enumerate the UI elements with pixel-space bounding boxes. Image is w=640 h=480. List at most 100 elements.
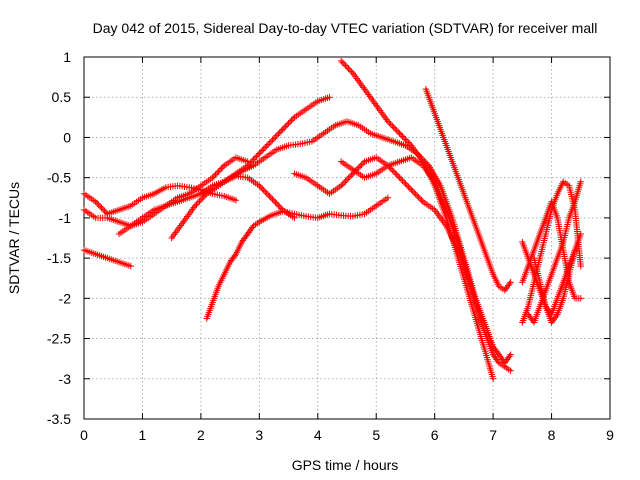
data-point xyxy=(346,120,348,123)
data-point xyxy=(436,120,439,123)
data-point xyxy=(322,132,325,135)
data-point xyxy=(211,301,214,304)
data-point xyxy=(375,172,378,175)
data-point xyxy=(153,208,156,211)
data-point xyxy=(235,156,237,159)
series-s1 xyxy=(80,246,134,270)
data-point xyxy=(498,285,500,288)
data-point xyxy=(235,253,237,255)
data-point xyxy=(427,164,430,167)
data-point xyxy=(311,140,313,143)
data-point xyxy=(246,160,249,163)
data-point xyxy=(176,196,179,199)
data-point xyxy=(287,144,290,147)
data-point xyxy=(568,184,570,187)
y-axis-label: SDTVAR / TECUs xyxy=(6,182,22,294)
data-point xyxy=(281,128,284,131)
data-point xyxy=(170,237,173,239)
data-point xyxy=(328,96,331,99)
data-point xyxy=(246,233,249,235)
data-point xyxy=(246,176,249,179)
data-point xyxy=(118,208,120,211)
data-point xyxy=(498,353,500,356)
data-point xyxy=(392,140,395,143)
data-point xyxy=(223,273,226,276)
data-point xyxy=(305,215,307,218)
data-point xyxy=(544,305,547,308)
data-point xyxy=(199,184,202,187)
y-tick-label: -3.5 xyxy=(47,411,71,427)
data-point xyxy=(579,180,582,183)
y-tick-label: 1 xyxy=(63,49,71,65)
series-s10 xyxy=(337,154,485,326)
data-point xyxy=(211,192,214,195)
data-point xyxy=(460,184,462,187)
data-point xyxy=(129,204,132,207)
data-point xyxy=(94,216,97,219)
data-point xyxy=(556,297,559,300)
data-point xyxy=(375,156,378,159)
data-point xyxy=(381,136,383,139)
data-point xyxy=(579,265,582,268)
data-point xyxy=(153,192,156,195)
data-point xyxy=(480,337,483,340)
data-point xyxy=(129,265,132,268)
data-point xyxy=(468,281,471,284)
data-point xyxy=(235,175,237,177)
data-point xyxy=(387,196,389,199)
x-tick-label: 6 xyxy=(431,427,439,443)
data-point xyxy=(211,184,214,187)
data-point xyxy=(556,216,559,219)
data-point xyxy=(235,199,237,202)
data-point xyxy=(106,216,109,219)
x-tick-label: 2 xyxy=(197,427,205,443)
series-s11 xyxy=(422,85,514,294)
data-point xyxy=(533,321,535,324)
data-point xyxy=(492,377,495,380)
data-point xyxy=(568,273,570,276)
data-point xyxy=(544,216,547,219)
data-point xyxy=(375,204,378,207)
data-point xyxy=(188,196,191,199)
data-point xyxy=(556,313,559,316)
data-point xyxy=(538,233,541,235)
data-point xyxy=(550,200,553,203)
data-point xyxy=(457,241,459,243)
data-point xyxy=(574,200,576,203)
data-point xyxy=(351,172,354,175)
data-point xyxy=(509,369,512,372)
data-point xyxy=(556,192,559,195)
data-point xyxy=(223,180,226,183)
data-point xyxy=(422,200,424,203)
data-point xyxy=(252,225,255,227)
x-tick-label: 8 xyxy=(548,427,556,443)
x-tick-label: 0 xyxy=(80,427,88,443)
data-point xyxy=(387,120,389,123)
data-point xyxy=(94,200,97,203)
data-point xyxy=(194,204,196,207)
data-point xyxy=(550,273,553,276)
data-point xyxy=(223,195,226,198)
data-point xyxy=(410,188,413,191)
data-point xyxy=(398,132,401,135)
data-point xyxy=(425,88,427,91)
data-point xyxy=(141,221,144,223)
data-point xyxy=(468,297,471,300)
data-point xyxy=(293,216,296,219)
data-point xyxy=(141,196,144,199)
data-point xyxy=(240,241,243,243)
data-point xyxy=(270,140,272,143)
x-tick-label: 7 xyxy=(489,427,497,443)
x-tick-label: 3 xyxy=(255,427,263,443)
data-point xyxy=(316,184,319,187)
data-point xyxy=(264,156,267,159)
data-point xyxy=(527,265,530,268)
series-s7 xyxy=(197,172,298,222)
data-point xyxy=(334,124,337,127)
data-point xyxy=(550,321,553,324)
data-point xyxy=(527,313,530,316)
data-point xyxy=(562,180,565,183)
data-point xyxy=(258,221,261,223)
